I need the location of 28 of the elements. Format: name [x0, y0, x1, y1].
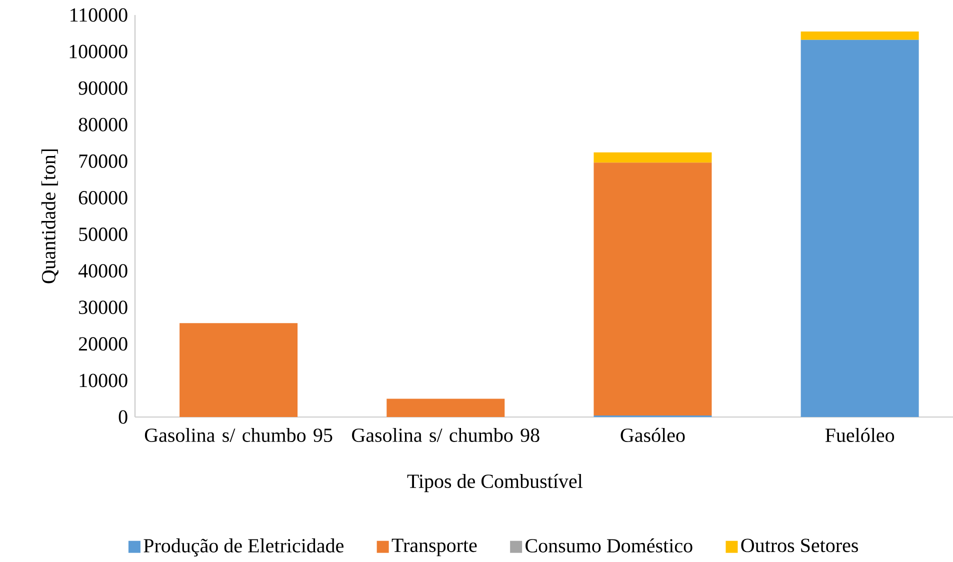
- bar: [386, 398, 505, 417]
- legend-label: Consumo Doméstico: [526, 538, 692, 552]
- bar: [800, 31, 919, 40]
- y-tick-label: 30000: [79, 300, 128, 314]
- bar: [180, 323, 298, 417]
- x-axis-title: Tipos de Combustível: [407, 474, 582, 492]
- y-axis-title: Quantidade [ton]: [41, 149, 58, 284]
- legend-label: Produção de Eletricidade: [144, 538, 344, 557]
- y-tick-label: 100000: [70, 44, 128, 58]
- y-tick-label: 60000: [78, 190, 128, 204]
- y-tick-label: 80000: [78, 118, 128, 132]
- legend-label: Outros Setores: [741, 538, 858, 552]
- x-tick-label: Gasolina s/ chumbo 98: [352, 428, 540, 442]
- legend-label: Transporte: [392, 538, 477, 556]
- x-tick-label: Gasolina s/ chumbo 95: [144, 428, 332, 442]
- bar: [594, 162, 712, 416]
- y-tick-label: 40000: [78, 264, 128, 278]
- x-tick-label: Fuelóleo: [825, 428, 894, 442]
- bar: [594, 152, 712, 163]
- y-tick-label: 110000: [70, 8, 128, 22]
- y-tick-label: 90000: [78, 81, 128, 95]
- y-tick-label: 70000: [79, 154, 128, 168]
- y-tick-label: 10000: [80, 374, 128, 388]
- y-tick-label: 0: [118, 410, 128, 424]
- y-tick-label: 20000: [78, 337, 128, 351]
- x-tick-label: Gasóleo: [620, 428, 685, 442]
- bar: [800, 40, 919, 417]
- y-tick-label: 50000: [79, 228, 128, 242]
